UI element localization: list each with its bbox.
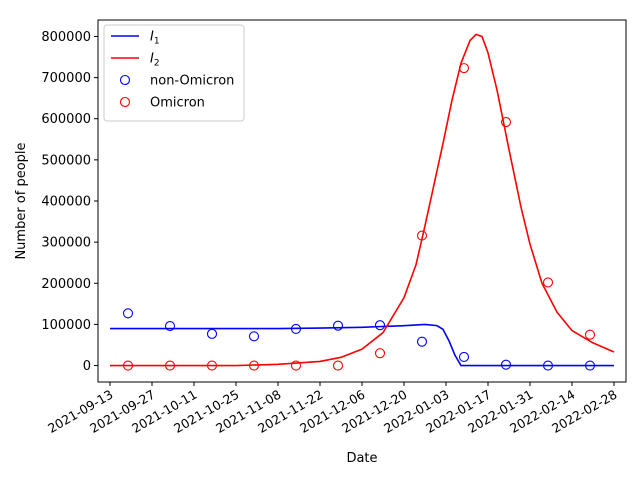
series-line-i-1	[110, 323, 614, 367]
data-point	[500, 359, 512, 370]
data-point	[248, 331, 260, 342]
series-points-omicron	[122, 63, 596, 371]
legend: I1 I2 non-Omicron Omicron	[103, 24, 245, 122]
y-axis-label: Number of people	[14, 142, 29, 259]
y-tick-label: 600000	[41, 112, 91, 127]
y-tick-label: 0	[83, 359, 91, 374]
series-points-non-omicron	[122, 308, 596, 371]
series-line-i-2	[110, 33, 615, 367]
data-point	[374, 348, 386, 359]
data-point	[164, 321, 176, 332]
y-tick-label: 400000	[41, 195, 91, 210]
x-axis: 2021-09-132021-09-272021-10-112021-10-25…	[45, 382, 620, 436]
data-point	[542, 277, 554, 288]
legend-label: non-Omicron	[150, 74, 234, 89]
y-axis: 0 100000 200000 300000 400000 500000 600000 700…	[41, 30, 98, 374]
legend-label: I1	[150, 30, 160, 47]
data-point	[584, 360, 596, 371]
data-point	[416, 336, 428, 347]
data-point	[122, 360, 134, 371]
data-point	[290, 323, 302, 334]
data-point	[206, 328, 218, 339]
data-point	[122, 308, 134, 319]
data-point	[290, 360, 302, 371]
legend-marker-swatch	[119, 96, 131, 108]
y-tick-label: 700000	[41, 71, 91, 86]
y-tick-label: 100000	[41, 318, 91, 333]
legend-label: Omicron	[150, 96, 205, 111]
data-point	[584, 329, 596, 340]
legend-marker-swatch	[119, 74, 131, 86]
y-tick-label: 200000	[41, 277, 91, 292]
data-point	[332, 320, 344, 331]
data-point	[458, 63, 470, 74]
data-point	[458, 351, 470, 362]
legend-box	[103, 24, 245, 122]
data-point	[332, 360, 344, 371]
data-point	[542, 360, 554, 371]
x-axis-label: Date	[346, 451, 377, 466]
data-point	[374, 320, 386, 331]
series-layer	[110, 33, 615, 371]
data-point	[248, 360, 260, 371]
y-tick-label: 800000	[41, 30, 91, 45]
legend-label: I2	[150, 52, 160, 69]
data-point	[164, 360, 176, 371]
data-point	[416, 230, 428, 241]
y-tick-label: 500000	[41, 153, 91, 168]
y-tick-label: 300000	[41, 236, 91, 251]
data-point	[206, 360, 218, 371]
data-point	[500, 116, 512, 128]
